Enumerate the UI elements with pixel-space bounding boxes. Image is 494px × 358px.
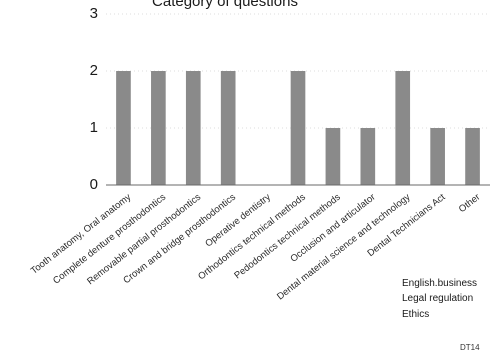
y-tick-label: 1	[90, 119, 98, 136]
y-tick-layer: 0 1 2 3	[90, 5, 98, 193]
note-line: English.business	[402, 278, 477, 289]
bar	[116, 71, 131, 185]
bar	[151, 71, 166, 185]
note-line: Legal regulation	[402, 293, 473, 304]
bar	[290, 71, 306, 185]
bar	[430, 128, 445, 185]
bar	[185, 71, 201, 185]
note-line: Ethics	[402, 309, 429, 320]
bar	[465, 128, 480, 185]
y-tick-label: 0	[90, 176, 98, 193]
bar-layer	[116, 71, 480, 185]
figure-code: DT14	[460, 343, 480, 352]
bar	[395, 71, 411, 185]
other-category-note: English.business Legal regulation Ethics	[402, 278, 477, 320]
bar	[360, 128, 376, 185]
y-tick-label: 2	[90, 62, 98, 79]
bar	[220, 71, 236, 185]
y-tick-label: 3	[90, 5, 98, 22]
x-tick-label: Other	[457, 192, 482, 215]
chart-title: Category of questions	[152, 0, 298, 10]
bar	[325, 128, 341, 185]
